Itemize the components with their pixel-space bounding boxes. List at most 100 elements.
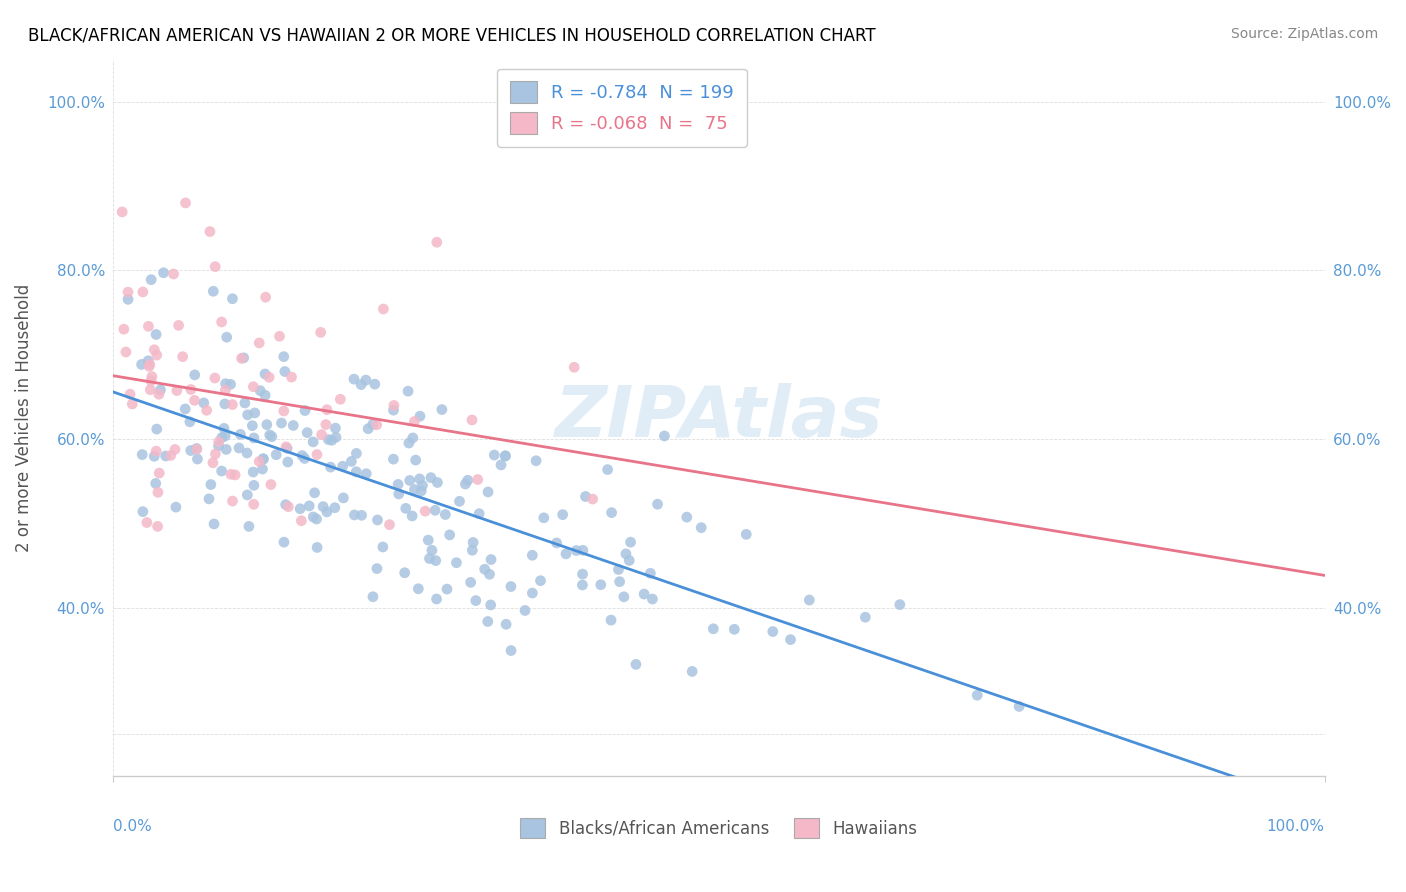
Point — [364, 377, 387, 392]
Point — [600, 613, 623, 627]
Point — [307, 541, 329, 555]
Point — [373, 301, 395, 316]
Point — [479, 598, 502, 612]
Text: 100.0%: 100.0% — [1267, 819, 1324, 834]
Point — [186, 452, 208, 467]
Legend: R = -0.784  N = 199, R = -0.068  N =  75: R = -0.784 N = 199, R = -0.068 N = 75 — [498, 69, 747, 147]
Point — [273, 404, 295, 418]
Point — [495, 449, 517, 463]
Point — [291, 449, 314, 463]
Point — [600, 506, 623, 520]
Point — [413, 504, 436, 518]
Point — [533, 511, 555, 525]
Point — [115, 345, 138, 359]
Point — [439, 528, 461, 542]
Point — [274, 365, 297, 379]
Point — [624, 657, 647, 672]
Point — [163, 442, 186, 457]
Point — [224, 467, 246, 482]
Point — [304, 485, 326, 500]
Point — [294, 403, 316, 417]
Point — [640, 566, 662, 581]
Point — [321, 434, 343, 448]
Point — [305, 448, 328, 462]
Point — [477, 615, 499, 629]
Point — [387, 477, 409, 491]
Point — [211, 315, 233, 329]
Point — [619, 553, 641, 567]
Point — [312, 500, 335, 514]
Point — [366, 561, 388, 575]
Point — [426, 592, 449, 607]
Point — [423, 503, 446, 517]
Point — [117, 293, 139, 307]
Point — [479, 552, 502, 566]
Point — [247, 454, 270, 468]
Point — [221, 292, 243, 306]
Point — [249, 384, 271, 398]
Point — [179, 415, 201, 429]
Point — [270, 416, 292, 430]
Point — [174, 401, 197, 416]
Point — [430, 402, 453, 417]
Point — [325, 421, 347, 435]
Point — [735, 527, 758, 541]
Point — [418, 551, 440, 566]
Point — [344, 465, 367, 479]
Point — [325, 430, 347, 444]
Point — [371, 540, 394, 554]
Point — [702, 622, 724, 636]
Point — [180, 383, 202, 397]
Point — [613, 590, 636, 604]
Point — [853, 610, 876, 624]
Point — [571, 578, 593, 592]
Point — [589, 578, 612, 592]
Point — [198, 225, 221, 239]
Point — [143, 450, 166, 464]
Point — [396, 384, 419, 399]
Point — [405, 453, 427, 467]
Point — [236, 446, 259, 460]
Point — [252, 462, 274, 476]
Point — [394, 566, 416, 580]
Point — [141, 369, 163, 384]
Point — [233, 396, 256, 410]
Point — [609, 574, 631, 589]
Point — [619, 535, 641, 549]
Point — [329, 392, 352, 407]
Point — [354, 467, 377, 481]
Point — [242, 465, 264, 479]
Point — [315, 505, 337, 519]
Point — [467, 473, 489, 487]
Point — [148, 466, 170, 480]
Point — [779, 632, 801, 647]
Point — [219, 377, 242, 392]
Point — [202, 285, 225, 299]
Point — [401, 508, 423, 523]
Point — [546, 536, 568, 550]
Point — [408, 582, 430, 596]
Point — [273, 350, 295, 364]
Point — [243, 406, 266, 420]
Point — [204, 260, 226, 274]
Point — [274, 498, 297, 512]
Point — [202, 516, 225, 531]
Point — [243, 478, 266, 492]
Point — [311, 427, 333, 442]
Point — [219, 467, 242, 482]
Point — [229, 427, 252, 442]
Point — [174, 195, 197, 210]
Point — [318, 433, 340, 447]
Point — [446, 556, 468, 570]
Point — [495, 617, 517, 632]
Point — [259, 428, 281, 442]
Point — [298, 499, 321, 513]
Point — [596, 462, 619, 476]
Text: BLACK/AFRICAN AMERICAN VS HAWAIIAN 2 OR MORE VEHICLES IN HOUSEHOLD CORRELATION C: BLACK/AFRICAN AMERICAN VS HAWAIIAN 2 OR … — [28, 27, 876, 45]
Point — [145, 476, 167, 491]
Point — [273, 535, 295, 549]
Point — [366, 417, 388, 432]
Point — [641, 592, 664, 607]
Point — [269, 329, 291, 343]
Point — [513, 603, 536, 617]
